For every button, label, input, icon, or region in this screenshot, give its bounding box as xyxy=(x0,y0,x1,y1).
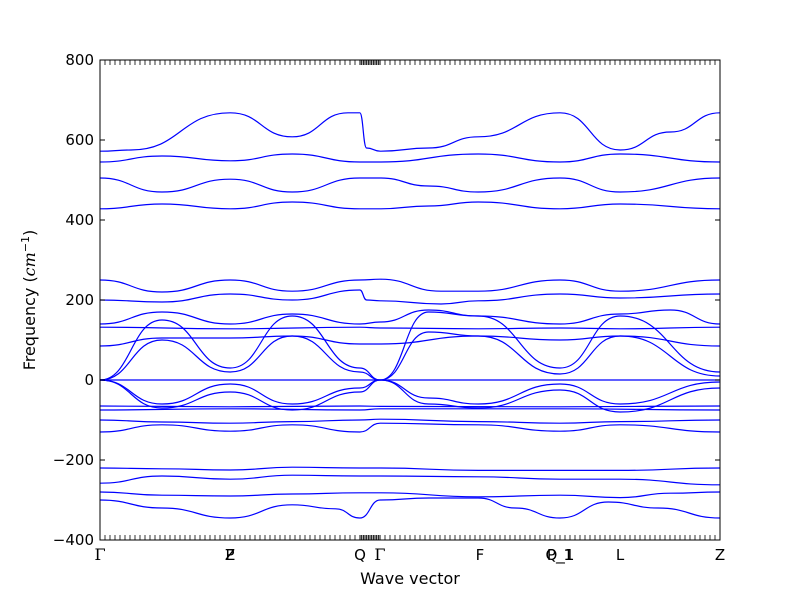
x-symmetry-label-2: P xyxy=(225,546,234,564)
x-axis: Γ ZP Q Γ F P_1Q_1 L Z xyxy=(94,60,725,565)
y-tick-label: 200 xyxy=(65,291,94,309)
band-line-6 xyxy=(99,418,721,424)
x-symmetry-label-5: F xyxy=(476,546,485,564)
x-axis-title: Wave vector xyxy=(360,569,460,588)
plot-background xyxy=(100,60,720,540)
band-line-1 xyxy=(99,497,721,519)
band-lines xyxy=(99,112,721,519)
band-line-22 xyxy=(99,112,721,152)
x-symmetry-label-0: Γ xyxy=(94,545,105,564)
y-tick-label: 400 xyxy=(65,211,94,229)
x-symmetry-label-6: P_1 xyxy=(547,546,573,565)
x-symmetry-label-1: Z xyxy=(225,546,235,564)
band-line-19 xyxy=(99,201,721,210)
band-line-21 xyxy=(99,153,721,163)
band-line-16 xyxy=(99,309,721,325)
y-tick-label: −400 xyxy=(53,531,94,549)
band-line-2 xyxy=(99,491,721,499)
y-axis: −400 −200 0 200 400 600 800 xyxy=(53,51,720,549)
y-tick-label: 0 xyxy=(84,371,94,389)
x-symmetry-label-3: Q xyxy=(354,546,366,564)
band-line-18 xyxy=(99,278,721,293)
band-line-17 xyxy=(99,289,721,305)
band-line-7 xyxy=(99,408,721,411)
x-symmetry-label-8: L xyxy=(616,546,625,564)
y-tick-label: −200 xyxy=(53,451,94,469)
band-line-4 xyxy=(99,466,721,472)
band-line-13 xyxy=(99,311,721,381)
x-symmetry-label-9: Z xyxy=(715,546,725,564)
band-line-15 xyxy=(99,326,721,330)
band-line-20 xyxy=(99,177,721,193)
band-line-8 xyxy=(99,405,721,408)
y-tick-label: 800 xyxy=(65,51,94,69)
x-symmetry-label-7: Q_1 xyxy=(546,546,575,565)
band-line-3 xyxy=(99,474,721,486)
band-line-5 xyxy=(99,422,721,433)
y-tick-label: 600 xyxy=(65,131,94,149)
x-symmetry-label-4: Γ xyxy=(374,545,385,564)
band-line-14 xyxy=(99,335,721,347)
y-axis-title: Frequency (cm−1) xyxy=(19,230,39,371)
